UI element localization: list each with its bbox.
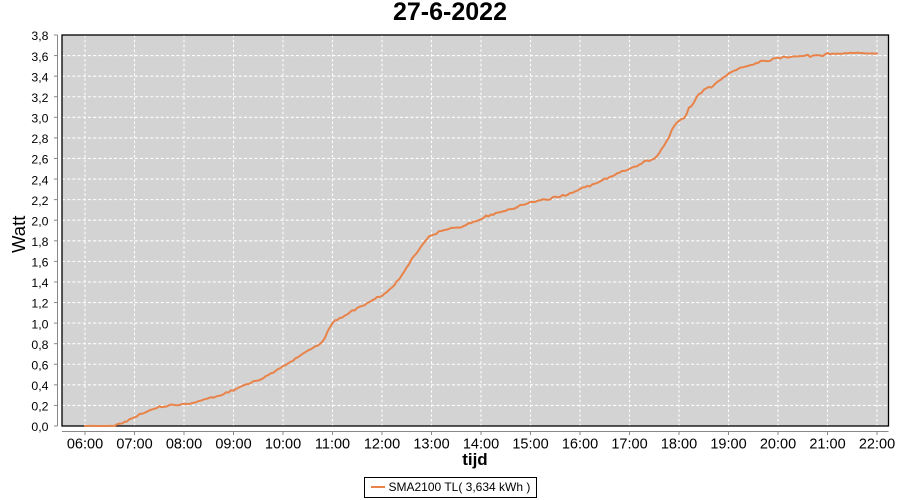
svg-text:2,6: 2,6: [31, 153, 48, 167]
svg-text:06:00: 06:00: [67, 437, 103, 453]
svg-text:21:00: 21:00: [809, 437, 845, 453]
svg-text:19:00: 19:00: [710, 437, 746, 453]
svg-text:0,8: 0,8: [31, 338, 48, 352]
svg-text:18:00: 18:00: [661, 437, 697, 453]
svg-text:1,4: 1,4: [31, 276, 48, 290]
svg-text:1,0: 1,0: [31, 317, 48, 331]
svg-text:1,6: 1,6: [31, 256, 48, 270]
svg-text:15:00: 15:00: [512, 437, 548, 453]
svg-text:07:00: 07:00: [116, 437, 152, 453]
svg-text:3,4: 3,4: [31, 70, 48, 84]
svg-text:12:00: 12:00: [364, 437, 400, 453]
svg-text:08:00: 08:00: [166, 437, 202, 453]
svg-text:0,0: 0,0: [31, 420, 48, 434]
svg-text:17:00: 17:00: [611, 437, 647, 453]
svg-text:22:00: 22:00: [859, 437, 895, 453]
svg-text:11:00: 11:00: [315, 437, 350, 453]
svg-text:3,6: 3,6: [31, 50, 48, 64]
svg-text:2,8: 2,8: [31, 132, 48, 146]
svg-text:2,4: 2,4: [31, 173, 48, 187]
svg-text:0,4: 0,4: [31, 379, 48, 393]
svg-text:2,2: 2,2: [31, 194, 48, 208]
svg-text:3,0: 3,0: [31, 112, 48, 126]
svg-text:13:00: 13:00: [413, 437, 449, 453]
svg-text:10:00: 10:00: [265, 437, 301, 453]
svg-text:16:00: 16:00: [562, 437, 598, 453]
svg-text:2,0: 2,0: [31, 214, 48, 228]
svg-text:20:00: 20:00: [760, 437, 796, 453]
svg-text:1,8: 1,8: [31, 235, 48, 249]
svg-text:09:00: 09:00: [215, 437, 251, 453]
svg-text:3,8: 3,8: [31, 29, 48, 43]
svg-text:1,2: 1,2: [31, 297, 48, 311]
svg-text:3,2: 3,2: [31, 91, 48, 105]
svg-text:0,6: 0,6: [31, 358, 48, 372]
svg-text:0,2: 0,2: [31, 400, 48, 414]
